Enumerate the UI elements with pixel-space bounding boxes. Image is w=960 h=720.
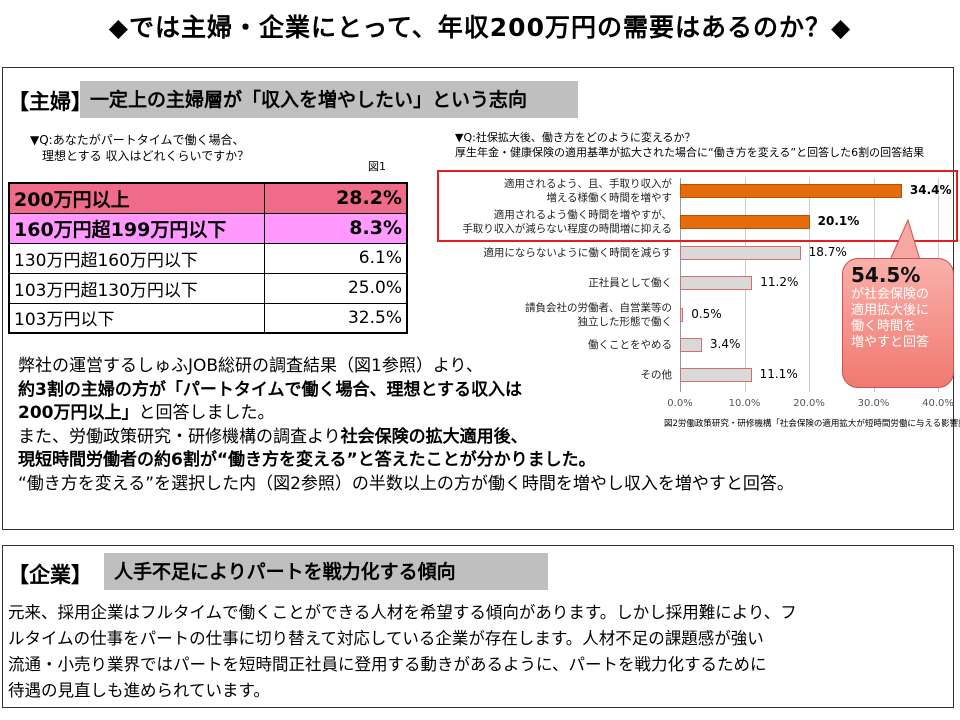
para-line: 弊社の運営するしゅふJOB総研の調査結果（図1参照）より、 xyxy=(18,355,794,379)
callout-bubble: 54.5% が社会保険の 適用拡大後に 働く時間を 増やすと回答 xyxy=(842,258,954,388)
category-label-line: 独立した形態で働く xyxy=(577,316,673,328)
x-tick-label: 20.0% xyxy=(793,398,825,409)
chart-subtitle: 厚生年金・健康保険の適用基準が拡大された場合に“働き方を変える”と回答した6割の… xyxy=(455,146,925,159)
category-label: 正社員として働く xyxy=(588,276,672,290)
bar xyxy=(680,246,801,260)
company-headline: 人手不足によりパートを戦力化する傾向 xyxy=(104,553,548,590)
para-text-bold: 現短時間労働者の約6割が“働き方を変える”と答えたことが分かりました。 xyxy=(18,450,596,470)
page-title: ◆では主婦・企業にとって、年収200万円の需要はあるのか？◆ xyxy=(108,13,852,42)
row-value: 25.0% xyxy=(263,272,408,304)
para-text: “働き方を変える”を選択した内（図2参照）の半数以上の方が働く時間を増やし収入を… xyxy=(18,473,794,494)
para-text-bold: 200万円以上」 xyxy=(18,403,139,423)
category-label-line: 適用にならないように働く時間を減らす xyxy=(483,247,672,259)
x-tick-label: 30.0% xyxy=(857,398,890,409)
bar-value-label: 11.1% xyxy=(759,367,798,381)
category-label: 請負会社の労働者、自営業等の独立した形態で働く xyxy=(525,301,672,329)
para-text: 弊社の運営するしゅふJOB総研の調査結果（図1参照）より、 xyxy=(18,356,483,376)
category-label: 適用にならないように働く時間を減らす xyxy=(483,246,672,260)
para-text-bold: 社会保険の拡大適用後、 xyxy=(340,426,528,447)
question-line: 理想とする 収入はどれくらいですか？ xyxy=(42,149,250,163)
category-label: 適用されるよう、且、手取り収入が増える様働く時間を増やす xyxy=(504,177,672,205)
para-line: 200万円以上」と回答しました。 xyxy=(18,402,794,426)
category-label: 適用されるよう働く時間を増やすが、手取り収入が減らない程度の時間増に抑える xyxy=(462,208,672,236)
bar xyxy=(680,276,753,290)
category-label-line: 増える様働く時間を増やす xyxy=(546,192,672,204)
bar xyxy=(680,368,752,382)
x-tick-label: 0.0% xyxy=(667,398,693,409)
row-value: 8.3% xyxy=(263,212,408,244)
callout-line: 働く時間を xyxy=(851,319,917,334)
table-row: 200万円以上 28.2% xyxy=(8,182,408,214)
body-line: 流通・小売り業界ではパートを短時間正社員に登用する動きがあるように、パートを戦力… xyxy=(8,655,767,674)
row-label: 200万円以上 xyxy=(8,182,265,214)
company-section xyxy=(2,545,954,708)
body-line: 元来、採用企業はフルタイムで働くことができる人材を希望する傾向があります。しかし… xyxy=(8,603,797,622)
body-line: 待遇の見直しも進められています。 xyxy=(8,681,270,700)
para-text-bold: 約3割の主婦の方が「パートタイムで働く場合、理想とする収入は xyxy=(18,379,522,400)
bar xyxy=(680,338,702,352)
callout-line: が社会保険の xyxy=(851,287,930,302)
callout-line: 増やすと回答 xyxy=(851,335,930,350)
category-label: その他 xyxy=(641,368,673,382)
category-label-line: 適用されるよう、且、手取り収入が xyxy=(504,178,672,190)
bar-value-label: 18.7% xyxy=(808,245,847,259)
para-line: “働き方を変える”を選択した内（図2参照）の半数以上の方が働く時間を増やし収入を… xyxy=(18,473,794,497)
para-line: また、労働政策研究・研修機構の調査より社会保険の拡大適用後、 xyxy=(18,426,794,450)
para-text: と回答しました。 xyxy=(138,403,275,423)
category-label-line: その他 xyxy=(640,369,673,381)
category-label-line: 手取り収入が減らない程度の時間増に抑える xyxy=(462,223,672,235)
callout-value: 54.5% xyxy=(851,263,921,287)
chart-question: ▼Q:社保拡大後、働き方をどのように変えるか？ 厚生年金・健康保険の適用基準が拡… xyxy=(455,130,924,160)
callout-line: 適用拡大後に xyxy=(851,303,930,318)
highlight-frame xyxy=(437,170,958,242)
category-label-line: 請負会社の労働者、自営業等の xyxy=(525,302,672,314)
table-row: 160万円超199万円以下 8.3% xyxy=(8,212,408,244)
housewife-paragraph: 弊社の運営するしゅふJOB総研の調査結果（図1参照）より、 約3割の主婦の方が「… xyxy=(18,355,794,496)
row-label: 103万円以下 xyxy=(8,302,265,334)
income-table: 200万円以上 28.2% 160万円超199万円以下 8.3% 130万円超160… xyxy=(8,182,408,334)
bar-value-label: 11.2% xyxy=(760,275,799,289)
company-section-label: 【企業】 xyxy=(8,563,92,587)
para-line: 約3割の主婦の方が「パートタイムで働く場合、理想とする収入は xyxy=(18,379,794,403)
category-label-line: 働くことをやめる xyxy=(588,339,672,351)
row-value: 6.1% xyxy=(263,242,408,274)
bar-value-label: 20.1% xyxy=(817,214,860,228)
question-line: ▼Q:あなたがパートタイムで働く場合、 xyxy=(30,133,245,147)
body-line: ルタイムの仕事をパートの仕事に切り替えて対応している企業が存在します。人材不足の… xyxy=(8,629,764,648)
housewife-headline: 一定上の主婦層が「収入を増やしたい」という志向 xyxy=(80,81,578,118)
bar xyxy=(680,308,684,322)
table-row: 103万円以下 32.5% xyxy=(8,302,408,334)
table-row: 130万円超160万円以下 6.1% xyxy=(8,242,408,274)
para-line: 現短時間労働者の約6割が“働き方を変える”と答えたことが分かりました。 xyxy=(18,449,794,473)
bar xyxy=(680,215,810,229)
bar-value-label: 0.5% xyxy=(691,307,722,321)
bar-value-label: 3.4% xyxy=(709,337,741,351)
x-tick-label: 10.0% xyxy=(728,398,761,409)
chart-title: ▼Q:社保拡大後、働き方をどのように変えるか？ xyxy=(455,131,696,144)
table-row: 103万円超130万円以下 25.0% xyxy=(8,272,408,304)
figure-label: 図1 xyxy=(368,160,386,173)
row-value: 32.5% xyxy=(263,302,408,334)
para-text: また、労働政策研究・研修機構の調査より xyxy=(18,426,341,447)
chart-caption: 図2労働政策研究・研修機構「社会保険の適用拡大が短時間労働に与える影響調査」 xyxy=(664,419,960,429)
row-label: 130万円超160万円以下 xyxy=(8,242,265,274)
category-label-line: 正社員として働く xyxy=(588,277,672,289)
gridline xyxy=(809,178,810,392)
x-tick-label: 40.0% xyxy=(922,398,954,409)
housewife-section-label: 【主婦】 xyxy=(8,90,92,114)
table-question: ▼Q:あなたがパートタイムで働く場合、 理想とする 収入はどれくらいですか？ xyxy=(30,132,249,164)
row-label: 103万円超130万円以下 xyxy=(8,272,265,304)
row-value: 28.2% xyxy=(263,182,408,214)
bar-value-label: 34.4% xyxy=(909,183,952,197)
row-label: 160万円超199万円以下 xyxy=(8,212,265,244)
bar xyxy=(680,184,902,198)
company-body: 元来、採用企業はフルタイムで働くことができる人材を希望する傾向があります。しかし… xyxy=(8,600,948,704)
category-label-line: 適用されるよう働く時間を増やすが、 xyxy=(493,209,672,221)
category-label: 働くことをやめる xyxy=(588,338,672,352)
